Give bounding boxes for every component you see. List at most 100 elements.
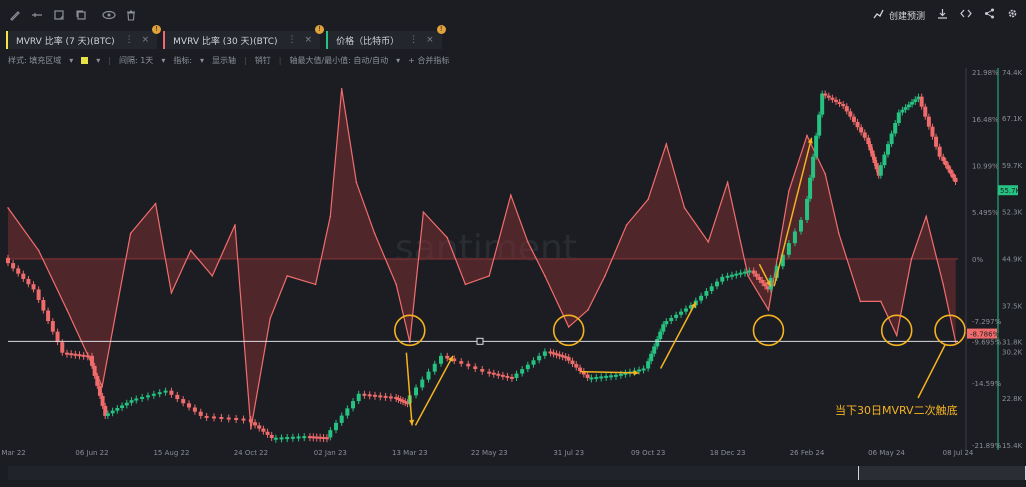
mvrv-point — [464, 283, 467, 286]
more-icon[interactable]: ⋮ — [124, 35, 134, 45]
create-prediction-button[interactable]: 创建预测 — [873, 8, 925, 22]
copy-icon[interactable] — [74, 8, 88, 22]
annotation-circle — [880, 314, 913, 347]
price-candle — [844, 106, 849, 112]
price-candle — [926, 116, 931, 127]
mvrv-point — [788, 190, 790, 192]
mvrv-tick-label: 0% — [972, 256, 983, 264]
trash-icon[interactable] — [124, 8, 138, 22]
price-candle — [151, 393, 156, 396]
pin-toggle[interactable]: 销钉 — [254, 55, 271, 65]
price-candle — [307, 436, 312, 439]
price-candle — [720, 276, 725, 282]
scrollbar-window[interactable] — [858, 466, 1026, 480]
price-candle — [269, 434, 274, 439]
price-candle — [234, 418, 239, 421]
price-candle — [496, 373, 501, 376]
mvrv-point — [154, 202, 157, 205]
mvrv-point — [395, 283, 397, 286]
price-candle — [537, 355, 542, 361]
tab-mvrv-7d[interactable]: MVRV 比率 (7 天)(BTC) ⋮ × ! — [6, 25, 162, 49]
chevron-down-icon[interactable]: ▾ — [200, 55, 205, 65]
price-candle — [774, 266, 779, 278]
price-candle — [557, 354, 562, 357]
price-candle — [334, 422, 339, 431]
x-tick-label: 24 Oct 22 — [234, 449, 268, 457]
price-tick-label: 44.9K — [1002, 256, 1023, 264]
tab-price-btc[interactable]: 价格（比特币） ⋮ × ! — [326, 25, 446, 49]
mvrv-point — [942, 283, 945, 286]
divider: | — [108, 55, 111, 65]
line-icon[interactable] — [30, 8, 44, 22]
annotation-arrow — [405, 352, 413, 426]
mvrv-tick-label: 21.98% — [972, 69, 999, 77]
merge-indicators-button[interactable]: + 合并指标 — [408, 55, 450, 65]
more-icon[interactable]: ⋮ — [409, 35, 419, 45]
price-candle — [893, 122, 898, 134]
download-icon[interactable] — [937, 8, 948, 22]
price-candle — [383, 395, 388, 398]
price-candle — [830, 97, 835, 100]
chevron-down-icon[interactable]: ▾ — [396, 55, 401, 65]
chevron-down-icon[interactable]: ▾ — [161, 55, 166, 65]
price-candle — [688, 305, 693, 309]
price-candle — [704, 291, 709, 296]
color-swatch[interactable] — [81, 56, 89, 64]
mvrv-point — [665, 143, 668, 145]
show-axis-toggle[interactable]: 显示轴 — [212, 55, 237, 65]
price-candle — [951, 173, 956, 178]
price-candle — [241, 418, 246, 421]
more-icon[interactable]: ⋮ — [287, 35, 297, 45]
price-candle — [699, 295, 704, 301]
style-select[interactable]: 样式: 填充区域 — [8, 55, 62, 65]
pencil-icon[interactable] — [8, 8, 22, 22]
tab-mvrv-30d[interactable]: MVRV 比率 (30 天)(BTC) ⋮ × ! — [163, 25, 325, 49]
info-badge-icon[interactable]: ! — [152, 25, 162, 34]
price-candle — [26, 278, 31, 285]
price-candle — [487, 371, 492, 374]
annotation-arrowhead — [448, 355, 453, 362]
prediction-icon — [873, 8, 884, 22]
options-row: 样式: 填充区域 ▾ ▾ | 间隔: 1天 ▾ 指标: ▾ 显示轴 | 销钉 |… — [8, 54, 449, 66]
mvrv-point — [355, 181, 358, 184]
price-candle — [913, 99, 918, 102]
price-candle — [649, 353, 654, 362]
mvrv-point — [625, 224, 628, 226]
price-candle — [115, 408, 120, 411]
indicator-select[interactable]: 指标: — [173, 55, 193, 65]
price-candle — [874, 163, 879, 170]
mvrv-point — [880, 300, 882, 303]
eye-icon[interactable] — [102, 8, 116, 22]
price-candle — [279, 437, 284, 440]
price-candle — [792, 231, 797, 244]
price-candle — [780, 254, 785, 267]
close-icon[interactable]: × — [304, 35, 313, 45]
price-candle — [637, 369, 642, 372]
share-icon[interactable] — [984, 8, 995, 22]
price-candle — [367, 394, 372, 397]
timeline-scrollbar[interactable] — [8, 466, 1026, 480]
close-icon[interactable]: × — [426, 35, 434, 45]
price-candle — [820, 93, 825, 115]
mvrv-point — [806, 134, 808, 137]
info-badge-icon[interactable]: ! — [436, 25, 446, 34]
price-candle — [140, 396, 145, 399]
price-candle — [69, 353, 74, 356]
price-candle — [145, 395, 150, 398]
note-icon[interactable] — [52, 8, 66, 22]
embed-code-icon[interactable] — [960, 8, 972, 22]
close-icon[interactable]: × — [141, 35, 150, 45]
price-candle — [100, 395, 105, 406]
chevron-down-icon[interactable]: ▾ — [69, 55, 74, 65]
info-badge-icon[interactable]: ! — [315, 25, 325, 34]
mvrv-point — [604, 275, 606, 277]
interval-select[interactable]: 间隔: 1天 — [118, 55, 154, 65]
price-candle — [505, 375, 510, 378]
mvrv-tick-label: 16.48% — [972, 116, 999, 124]
chevron-down-icon[interactable]: ▾ — [96, 55, 101, 65]
settings-icon[interactable] — [1007, 8, 1018, 22]
axis-scale-select[interactable]: 轴最大值/最小值: 自动/自动 — [289, 55, 389, 65]
price-candle — [65, 352, 70, 355]
mvrv-tick-label: -9.695% — [972, 338, 1002, 346]
